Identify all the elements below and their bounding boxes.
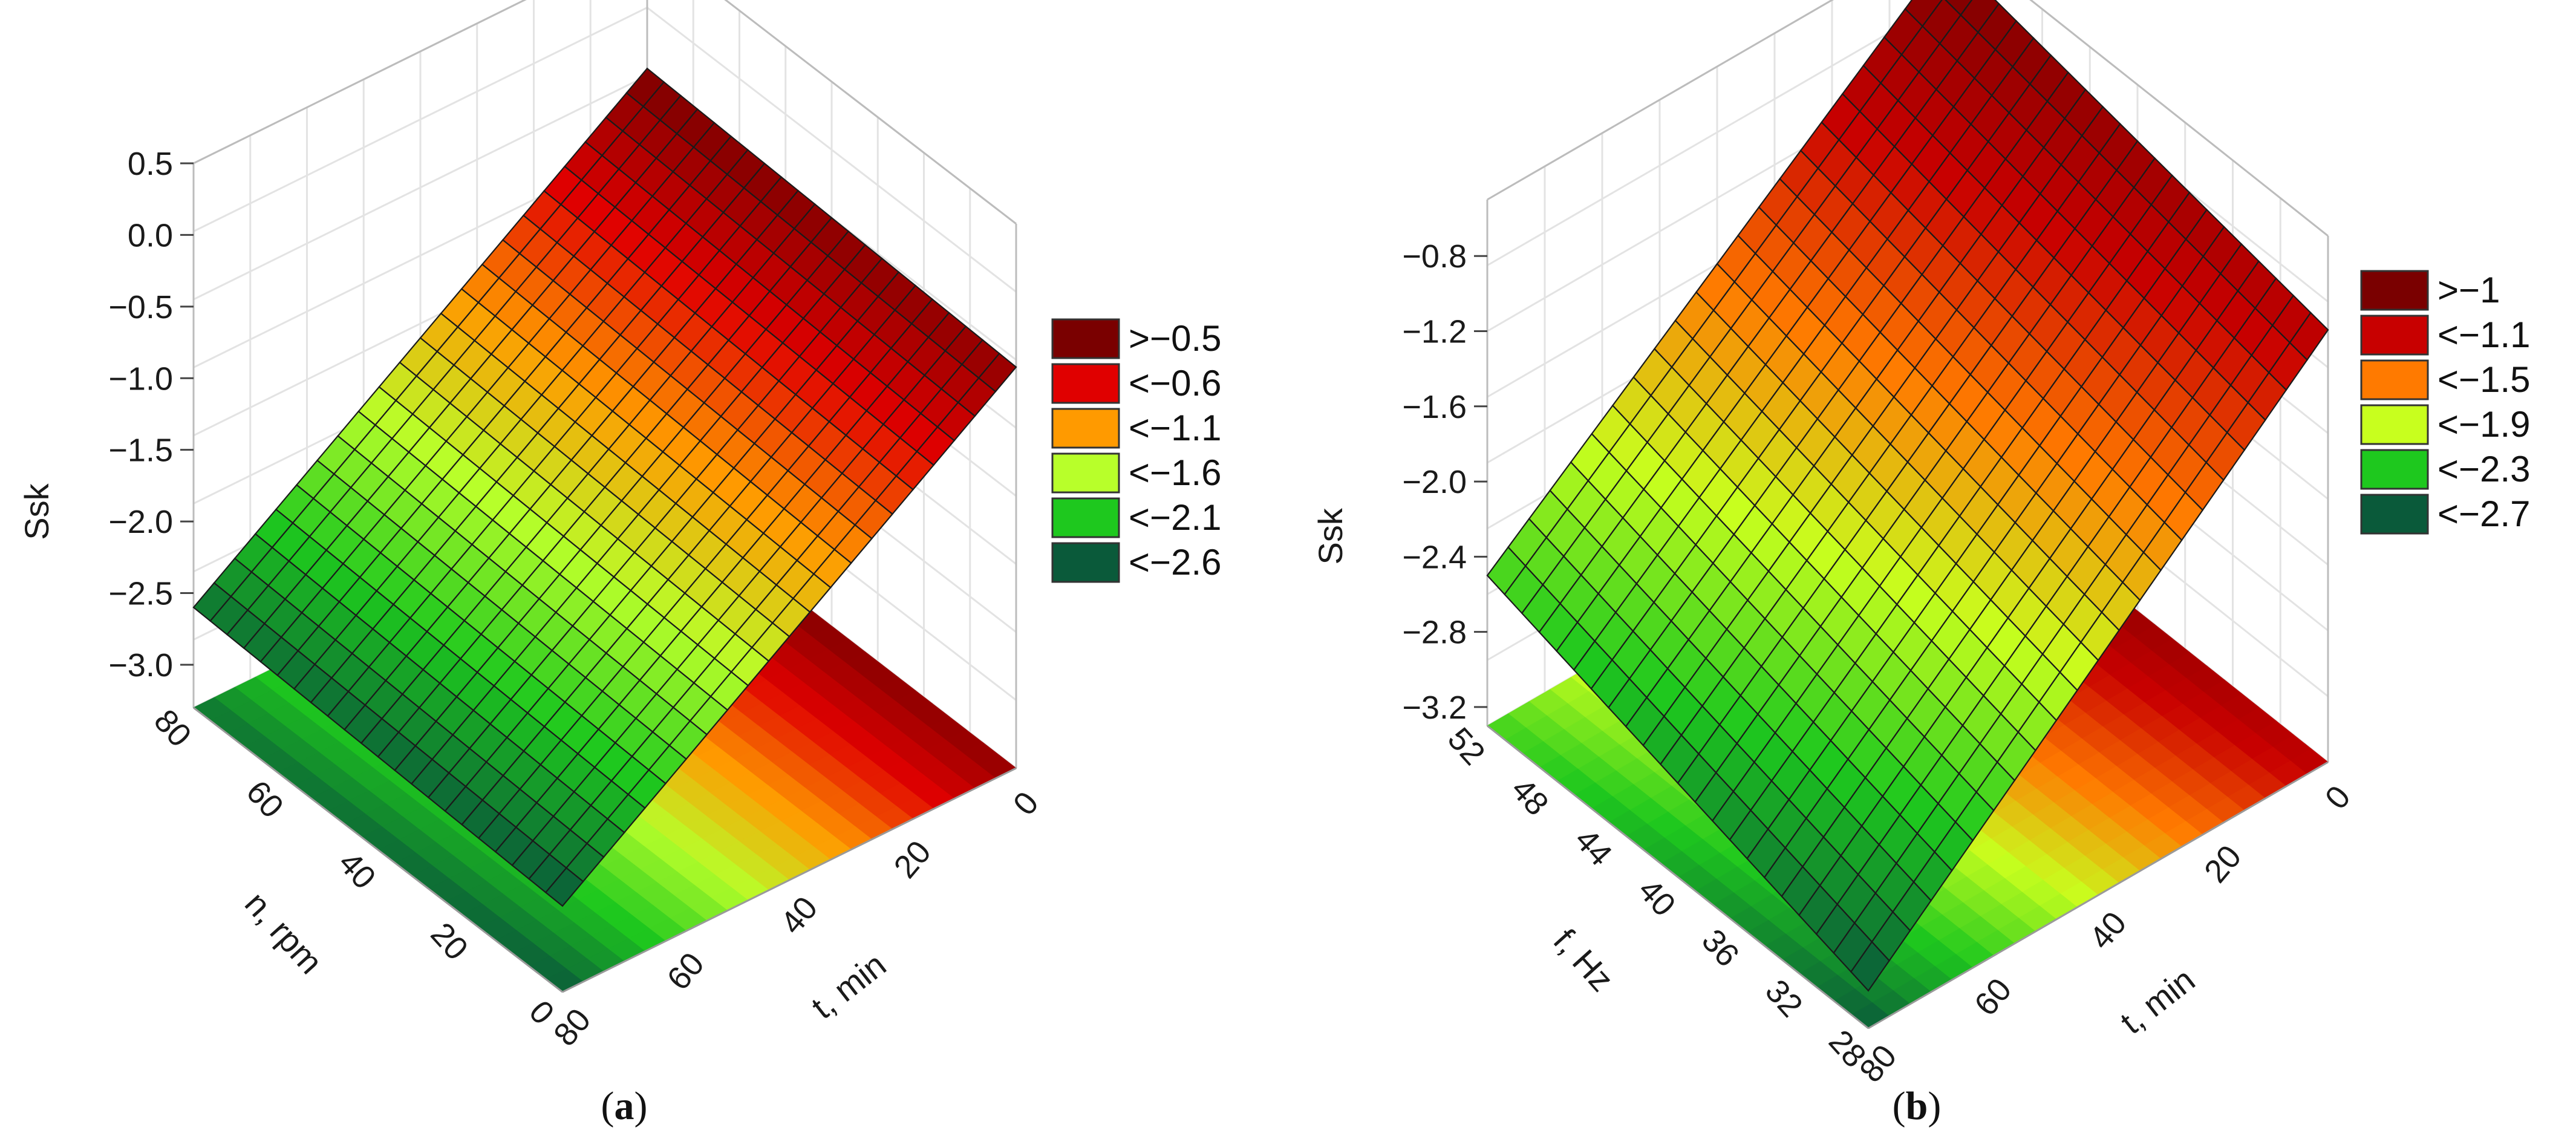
pb-x-tick-label: 40 [2082,905,2134,956]
pa-legend-label: <−1.6 [1129,452,1222,493]
pb-y-tick-label: 36 [1695,922,1746,974]
pb-z-tick-label: −2.8 [1402,615,1467,651]
pa-legend-label: <−2.1 [1129,497,1222,538]
pa-z-tick-label: −2.0 [108,504,173,540]
pa-legend: >−0.5<−0.6 <−1.1<−1.6<−2.1<−2.6 [1051,318,1222,583]
pb-legend: >−1 <−1.1<−1.5<−1.9<−2.3 <−2.7 [2360,270,2531,535]
pa-z-tick-label: −1.0 [108,361,173,397]
pa-z-tick-label: 0.0 [128,217,173,253]
pa-legend-label: <−0.6 [1129,363,1222,403]
pa-y-axis-line [193,706,563,993]
pb-x-axis-line [1868,761,2329,1029]
pb-y-axis-label: f, Hz [1547,921,1622,999]
pb-y-tick-label: 40 [1631,872,1683,924]
pa-surface-cell [544,867,584,907]
chart-panel-a: 0.5 0.0 −0.5 −1.0 −1.5 −2.0 −2.5 −3.0 Ssk 80 60 40 2… [18,0,1222,1128]
pb-legend-swatch [2360,359,2429,400]
pb-surface-mesh [1486,0,2329,992]
pb-legend-label: <−1.9 [2437,404,2531,445]
pb-z-tick-label: −1.2 [1402,314,1467,350]
pb-surface-cell [1850,941,1890,992]
pa-z-tick-label: −2.5 [108,576,173,612]
pb-wall-gridline [1487,0,2329,302]
pa-legend-label: <−1.1 [1129,408,1222,448]
pb-x-tick-label: 0 [2318,779,2358,817]
pb-z-tick-label: −2.0 [1402,464,1467,500]
pb-legend-swatch [2360,449,2429,490]
pa-legend-swatch [1051,408,1120,449]
pa-x-tick-label: 60 [660,946,711,997]
pa-legend-swatch [1051,452,1120,494]
pb-panel-caption: (b) [1893,1084,1942,1128]
pa-y-axis-label: n, rpm [238,884,330,981]
pb-z-tick-label: −2.4 [1402,539,1467,575]
pa-z-tick-label: −3.0 [108,647,173,684]
pb-frame-edge [1487,0,1834,201]
pb-z-axis-label: Ssk [1311,507,1349,564]
pb-z-tick-label: −0.8 [1402,238,1467,275]
surface-plot-a: 0.5 0.0 −0.5 −1.0 −1.5 −2.0 −2.5 −3.0 Ssk 80 60 40 2… [18,0,1222,1128]
pa-legend-swatch [1051,542,1120,583]
pa-frame-edge [193,0,527,165]
pa-x-tick-label: 40 [774,890,825,941]
pa-z-axis-label: Ssk [18,483,56,540]
pb-legend-label: <−1.5 [2437,359,2531,400]
pb-y-tick-label: 52 [1441,721,1492,772]
surface-plot-b: −0.8−1.2−1.6−2.0−2.4−2.8−3.2Ssk806040200… [1311,0,2531,1128]
pa-z-tick-label: −0.5 [108,289,173,325]
pb-z-tick-label: −3.2 [1402,690,1467,726]
pa-y-tick-label: 40 [331,845,383,896]
pb-legend-label: <−2.7 [2437,494,2531,534]
pa-frame-edge [724,0,1017,225]
pb-legend-swatch [2360,270,2429,311]
pb-x-axis-label: t, min [2113,961,2202,1042]
pa-x-axis-label: t, min [804,945,893,1026]
pa-legend-swatch [1051,497,1120,538]
pa-y-tick-label: 80 [147,703,198,754]
pb-legend-label: <−2.3 [2437,449,2531,489]
pa-legend-swatch [1051,318,1120,359]
pb-legend-label: >−1 [2437,270,2500,310]
pa-x-axis-line [562,767,1017,993]
pa-legend-label: >−0.5 [1129,318,1222,359]
pa-y-tick-label: 60 [239,774,290,825]
pb-y-axis-line [1487,725,1869,1029]
pb-y-tick-label: 48 [1504,771,1556,823]
pb-x-tick-label: 20 [2197,838,2249,890]
chart-panel-b: −0.8 −1.2 −1.6 −2.0 −2.4 −2.8 −3.2 Ssk 80 60 40 20 0… [1288,0,2576,1142]
pa-y-tick-label: 20 [423,916,475,967]
pb-legend-swatch [2360,494,2429,535]
pb-y-tick-label: 32 [1758,973,1810,1024]
pb-legend-swatch [2360,404,2429,445]
pa-legend-label: <−2.6 [1129,542,1222,582]
pb-frame-edge [2029,0,2329,237]
pb-legend-label: <−1.1 [2437,315,2531,355]
pa-z-tick-label: 0.5 [128,146,173,182]
pb-x-tick-label: 60 [1968,971,2019,1023]
pa-surface-mesh [192,67,1017,907]
pa-x-tick-label: 0 [1006,785,1046,823]
pa-legend-swatch [1051,363,1120,404]
pa-x-tick-label: 20 [887,834,938,886]
pb-legend-swatch [2360,315,2429,356]
pb-z-tick-label: −1.6 [1402,389,1467,425]
pa-z-tick-label: −1.5 [108,432,173,469]
pb-y-tick-label: 44 [1568,821,1619,873]
pa-panel-caption: (a) [601,1084,648,1128]
